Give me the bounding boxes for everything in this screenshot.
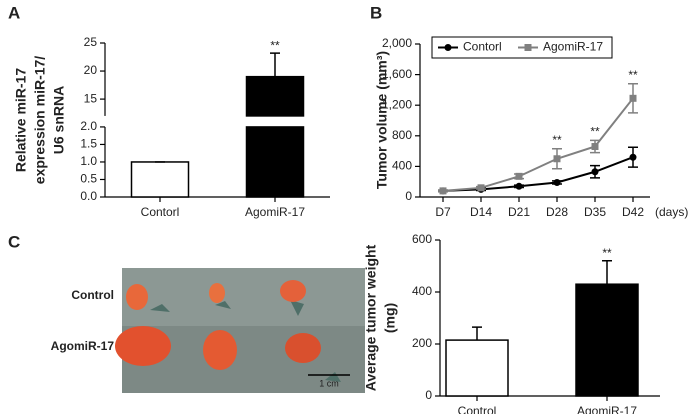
marker [629,153,637,161]
row-label: Control [71,288,114,302]
annotation: ** [270,38,280,52]
legend-marker [444,44,452,51]
x-tick-label: D21 [508,205,530,219]
y-tick-label: 1.0 [80,154,97,168]
y-tick-label: 200 [412,336,432,350]
marker [515,182,523,190]
scale-bar-label: 1 cm [319,378,339,388]
y-axis-label: Tumor volume (mm³) [374,51,390,189]
y-tick-label: 800 [392,128,412,142]
bar [575,283,639,397]
y-tick-label: 20 [84,63,98,77]
y-tick-label: 1.5 [80,137,97,151]
y-tick-label: 25 [84,35,98,49]
x-tick-label: D7 [435,205,451,219]
legend-label: AgomiR-17 [543,40,603,54]
line [442,97,634,192]
y-axis-label: expression miR-17/ [32,56,48,184]
y-axis-label: (mg) [382,303,398,333]
y-tick-label: 0.5 [80,172,97,186]
annotation: ** [590,125,600,139]
marker [629,94,637,102]
marker [553,178,561,186]
y-tick-label: 0 [405,189,412,203]
panel-label: C [8,232,20,251]
photo-row [122,268,365,326]
annotation: ** [552,133,562,147]
y-tick-label: 0.0 [80,189,97,203]
tumor [285,333,321,363]
tumor [115,326,171,366]
x-tick-label: Contorl [141,205,180,219]
bar [445,339,509,397]
y-tick-label: 15 [84,91,98,105]
tumor [209,283,225,303]
error-bar [472,326,482,341]
marker [553,155,561,163]
y-tick-label: 1,600 [382,67,412,81]
tumor [126,284,148,310]
x-tick-label: AgomiR-17 [577,404,637,414]
marker [477,184,485,192]
x-tick-label: D35 [584,205,606,219]
y-axis-label: Average tumor weight [363,244,379,391]
annotation: ** [628,68,638,82]
legend-marker [524,44,532,51]
x-tick-label: AgomiR-17 [245,205,305,219]
x-tick-label: D42 [622,205,644,219]
tumor [203,330,237,370]
annotation: ** [602,246,612,260]
bar [245,75,305,117]
line [442,156,634,192]
x-axis-label: (days) [655,205,688,219]
x-tick-label: Control [458,404,497,414]
y-axis-label: Relative miR-17 [13,68,29,172]
bar [130,161,190,198]
y-tick-label: 600 [412,232,432,246]
marker [591,168,599,176]
error-bar [270,52,280,77]
y-tick-label: 2,000 [382,36,412,50]
panel-label: B [370,3,382,22]
y-axis-label: U6 snRNA [51,86,67,154]
marker [591,143,599,151]
y-tick-label: 400 [412,284,432,298]
row-label: AgomiR-17 [51,339,115,353]
marker [515,172,523,180]
x-tick-label: D14 [470,205,492,219]
legend-label: Contorl [463,40,502,54]
tumor [280,280,306,302]
marker [439,187,447,195]
panel-label: A [8,3,20,22]
y-tick-label: 2.0 [80,119,97,133]
y-tick-label: 400 [392,159,412,173]
photo: 1 cm Control AgomiR-17 [51,268,365,393]
y-tick-label: 1,200 [382,97,412,111]
bar [245,126,305,198]
error-bar [602,260,612,285]
y-tick-label: 0 [425,388,432,402]
x-tick-label: D28 [546,205,568,219]
